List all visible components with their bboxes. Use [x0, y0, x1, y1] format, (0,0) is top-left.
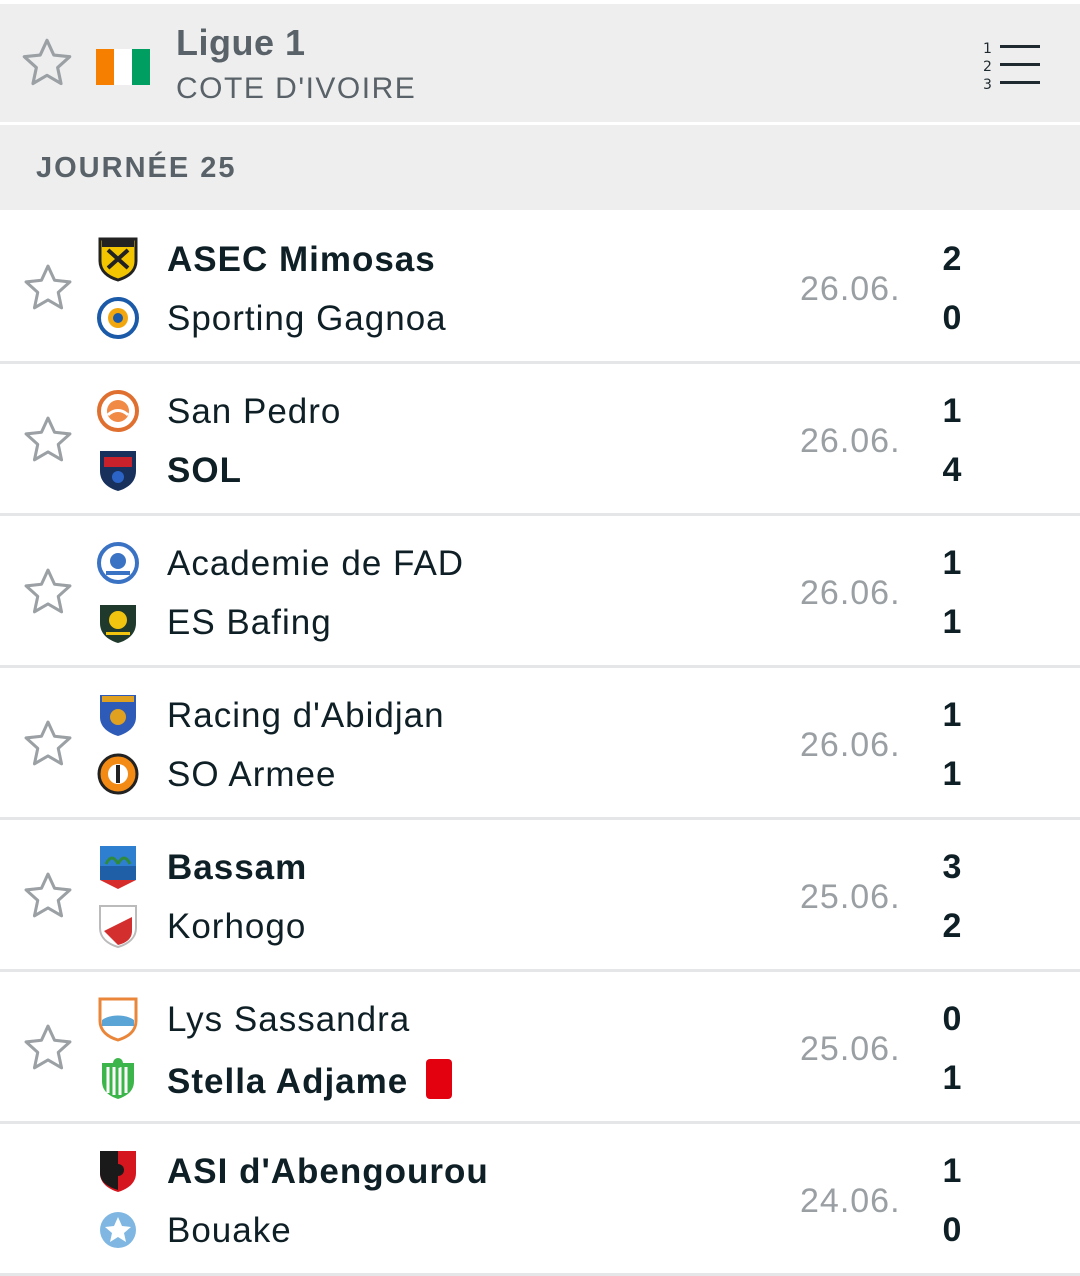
- svg-text:2: 2: [983, 59, 992, 75]
- home-team-name: Bassam: [167, 848, 308, 887]
- away-team-name: SO Armee: [167, 755, 336, 795]
- league-name[interactable]: Ligue 1: [176, 22, 306, 63]
- home-team-logo: [97, 542, 139, 584]
- home-team-logo: [98, 237, 138, 282]
- away-team-label: ES Bafing: [167, 603, 332, 642]
- star-outline-icon[interactable]: [20, 412, 76, 468]
- home-score: 1: [942, 696, 962, 734]
- star-outline-icon[interactable]: [20, 260, 76, 316]
- away-team-label: Bouake: [167, 1211, 292, 1250]
- round-header: JOURNÉE 25: [0, 125, 1080, 212]
- country-flag: [96, 49, 150, 85]
- home-team-name: Academie de FAD: [167, 544, 465, 583]
- match-row[interactable]: Bassam Korhogo 25.06. 3 2: [0, 820, 1080, 972]
- away-score: 4: [942, 451, 962, 489]
- away-score: 1: [942, 603, 962, 641]
- match-row[interactable]: ASI d'Abengourou Bouake 24.06. 1 0: [0, 1124, 1080, 1276]
- away-score: 1: [942, 755, 962, 793]
- flag-stripe: [132, 49, 150, 85]
- home-team-name: Racing d'Abidjan: [167, 696, 445, 735]
- away-team-logo: [97, 297, 139, 339]
- home-team-name: Lys Sassandra: [167, 1000, 411, 1039]
- away-team-label: Stella Adjame: [167, 1062, 409, 1101]
- star-outline-icon[interactable]: [20, 564, 76, 620]
- away-team-logo: [100, 605, 136, 643]
- home-team-logo: [100, 695, 136, 736]
- star-outline-icon[interactable]: [20, 1020, 76, 1076]
- home-score: 0: [942, 1000, 962, 1038]
- away-score: 0: [942, 1211, 962, 1249]
- match-date: 26.06.: [800, 270, 901, 308]
- away-team-logo: [99, 905, 137, 949]
- away-score: 0: [942, 299, 962, 337]
- flag-stripe: [114, 49, 132, 85]
- home-score: 1: [942, 392, 962, 430]
- away-score: 2: [942, 907, 962, 945]
- star-outline-icon[interactable]: [18, 34, 76, 92]
- home-team-logo: [100, 1151, 136, 1192]
- match-date: 25.06.: [800, 878, 901, 916]
- round-label: JOURNÉE 25: [36, 152, 237, 184]
- home-team-name: ASEC Mimosas: [167, 240, 436, 279]
- match-date: 26.06.: [800, 422, 901, 460]
- away-score: 1: [942, 1059, 962, 1097]
- svg-text:3: 3: [983, 77, 992, 93]
- match-date: 25.06.: [800, 1030, 901, 1068]
- home-score: 1: [942, 544, 962, 582]
- away-team-logo: [102, 1058, 134, 1099]
- home-score: 1: [942, 1152, 962, 1190]
- match-row[interactable]: Academie de FAD ES Bafing 26.06. 1 1: [0, 516, 1080, 668]
- star-outline-icon[interactable]: [20, 716, 76, 772]
- star-outline-icon[interactable]: [20, 868, 76, 924]
- away-team-logo: [100, 1212, 136, 1248]
- league-header[interactable]: Ligue 1 COTE D'IVOIRE 1 2 3: [0, 4, 1080, 125]
- flag-stripe: [96, 49, 114, 85]
- match-row[interactable]: San Pedro SOL 26.06. 1 4: [0, 364, 1080, 516]
- home-score: 2: [942, 240, 962, 278]
- league-country: COTE D'IVOIRE: [176, 72, 417, 105]
- home-team-logo: [100, 846, 136, 889]
- away-team-name: Sporting Gagnoa: [167, 299, 447, 339]
- match-date: 26.06.: [800, 726, 901, 764]
- away-team-label: Sporting Gagnoa: [167, 299, 447, 338]
- svg-text:1: 1: [983, 41, 992, 57]
- away-team-label: SO Armee: [167, 755, 337, 794]
- away-team-label: Korhogo: [167, 907, 307, 946]
- home-team-name: San Pedro: [167, 392, 342, 431]
- home-team-name: ASI d'Abengourou: [167, 1152, 489, 1191]
- match-row[interactable]: Lys Sassandra Stella Adjame 25.06. 0 1: [0, 972, 1080, 1124]
- red-card-icon: [426, 1059, 453, 1099]
- away-team-name: SOL: [167, 451, 242, 491]
- match-date: 26.06.: [800, 574, 901, 612]
- away-team-logo: [100, 451, 136, 491]
- match-row[interactable]: Racing d'Abidjan SO Armee 26.06. 1 1: [0, 668, 1080, 820]
- home-team-logo: [98, 997, 138, 1042]
- away-team-name: Bouake: [167, 1211, 292, 1251]
- away-team-label: SOL: [167, 451, 242, 490]
- away-team-name: ES Bafing: [167, 603, 332, 643]
- match-date: 24.06.: [800, 1182, 901, 1220]
- away-team-name: Korhogo: [167, 907, 306, 947]
- top-divider: [0, 0, 1080, 4]
- home-score: 3: [942, 848, 962, 886]
- away-team-logo: [97, 753, 139, 795]
- match-row[interactable]: ASEC Mimosas Sporting Gagnoa 26.06. 2 0: [0, 212, 1080, 364]
- home-team-logo: [97, 390, 139, 432]
- match-list: ASEC Mimosas Sporting Gagnoa 26.06. 2 0 San P…: [0, 212, 1080, 1276]
- standings-list-icon[interactable]: 1 2 3: [980, 38, 1046, 94]
- away-team-name: Stella Adjame: [167, 1059, 453, 1102]
